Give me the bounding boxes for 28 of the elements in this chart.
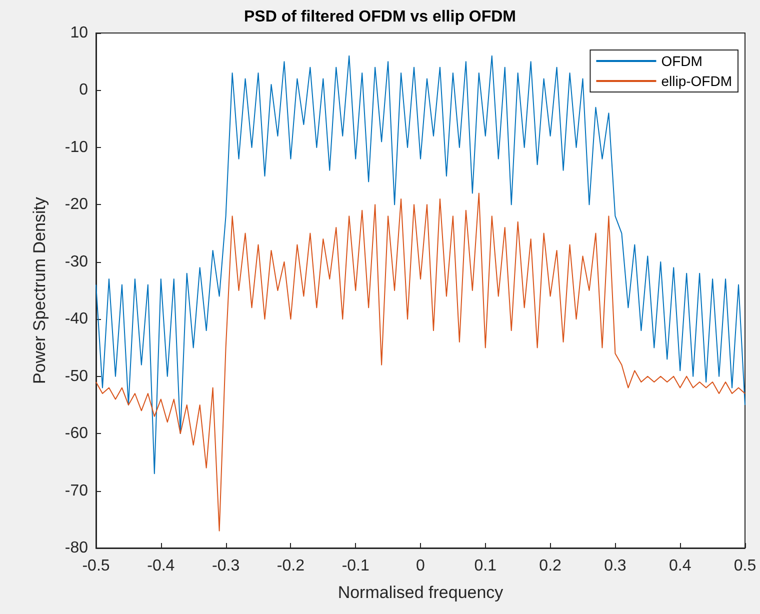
x-tick-label: 0 xyxy=(416,558,426,574)
y-tick-label: -80 xyxy=(64,540,88,556)
x-tick-label: 0.5 xyxy=(734,558,756,574)
legend-label: ellip-OFDM xyxy=(661,73,732,89)
legend-label: OFDM xyxy=(661,53,702,69)
y-tick-label: -30 xyxy=(64,253,88,270)
x-axis-title: Normalised frequency xyxy=(338,583,504,602)
x-tick-label: 0.2 xyxy=(539,558,562,574)
line-series xyxy=(96,55,746,474)
y-tick-label: 0 xyxy=(79,82,88,99)
y-tick-label: -40 xyxy=(64,310,88,328)
x-tick-label: -0.4 xyxy=(147,558,175,574)
y-tick-label: 10 xyxy=(70,24,88,42)
line-series xyxy=(96,192,746,532)
y-tick-label: -70 xyxy=(64,482,88,500)
x-tick-label: 0.4 xyxy=(668,558,692,574)
x-tick-label: -0.1 xyxy=(342,558,370,574)
y-tick-label: -60 xyxy=(64,425,88,442)
y-tick-label: -20 xyxy=(64,196,88,214)
x-tick-label: -0.3 xyxy=(212,558,240,574)
x-tick-label: -0.5 xyxy=(82,558,110,574)
y-tick-label: -10 xyxy=(64,138,88,156)
chart-title: PSD of filtered OFDM vs ellip OFDM xyxy=(244,8,516,26)
y-tick-label: -50 xyxy=(64,368,88,385)
x-tick-label: 0.1 xyxy=(474,558,497,574)
x-tick-label: -0.2 xyxy=(276,558,305,574)
y-axis-title: Power Spectrum Density xyxy=(30,196,49,384)
x-tick-label: 0.3 xyxy=(604,558,626,574)
